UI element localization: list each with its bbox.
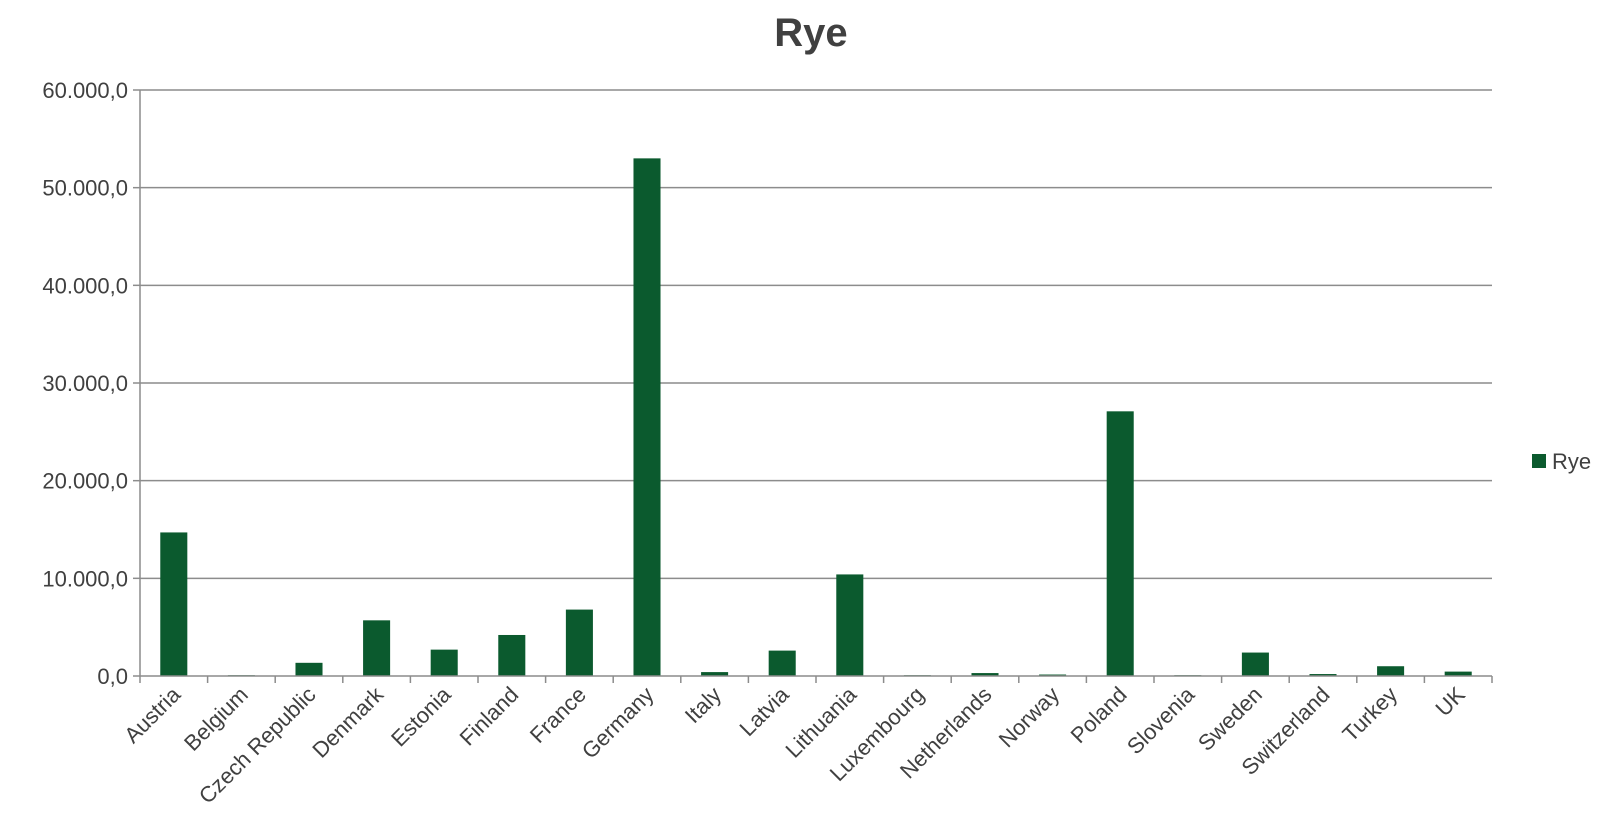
x-tick-label: Norway [994,682,1064,752]
y-tick-label: 10.000,0 [42,566,128,591]
x-tick-label: Poland [1066,682,1132,748]
bar-finland [498,635,525,676]
bar-series [160,158,1471,676]
x-tick-label: UK [1430,682,1470,722]
legend: Rye [1532,449,1591,474]
y-tick-label: 60.000,0 [42,78,128,103]
y-tick-label: 30.000,0 [42,371,128,396]
bar-estonia [431,650,458,676]
x-tick-label: Czech Republic [194,682,321,809]
bar-denmark [363,620,390,676]
legend-swatch [1532,454,1546,468]
bar-germany [633,158,660,676]
bar-czech-republic [295,663,322,676]
bar-latvia [769,651,796,676]
bar-france [566,610,593,676]
bar-austria [160,532,187,676]
x-tick-label: Italy [680,682,726,728]
y-tick-label: 50.000,0 [42,176,128,201]
x-tick-label: Germany [577,682,659,764]
y-tick-label: 20.000,0 [42,469,128,494]
x-tick-label: Latvia [735,681,795,741]
x-tick-label: France [525,682,591,748]
y-axis: 0,0 10.000,0 20.000,0 30.000,0 40.000,0 50.00… [42,78,140,689]
legend-label: Rye [1552,449,1591,474]
y-tick-label: 0,0 [97,664,128,689]
y-tick-label: 40.000,0 [42,273,128,298]
x-tick-label: Estonia [386,681,456,751]
bar-sweden [1242,653,1269,676]
x-tick-label: Finland [455,682,524,751]
x-tick-label: Turkey [1337,682,1402,747]
bar-turkey [1377,666,1404,676]
chart-title: Rye [774,11,847,55]
x-tick-label: Austria [119,681,186,748]
x-tick-label: Denmark [307,681,388,762]
bar-lithuania [836,574,863,676]
bar-poland [1107,411,1134,676]
gridlines [140,90,1492,578]
x-tick-label: Slovenia [1122,681,1200,759]
